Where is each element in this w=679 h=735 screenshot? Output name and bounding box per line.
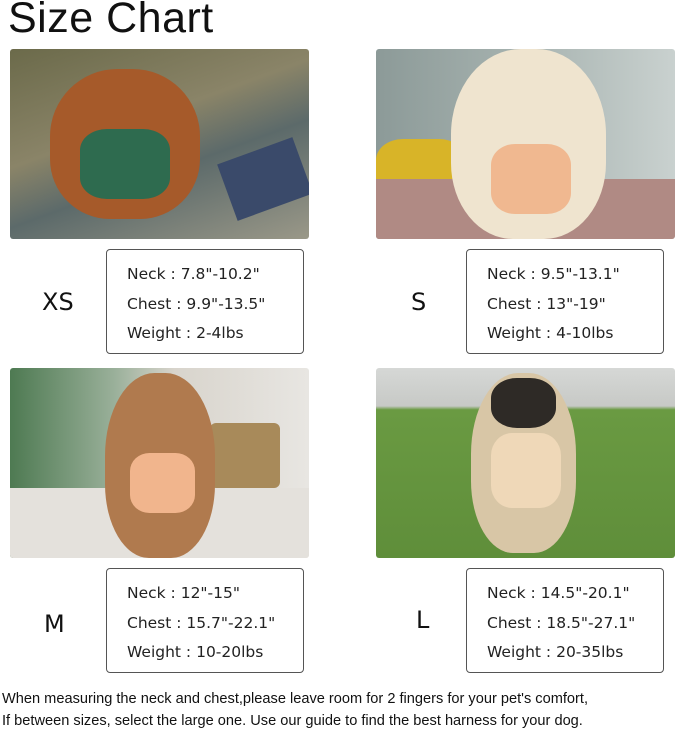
chest-value: Chest : 15.7"-22.1" xyxy=(127,613,276,632)
size-box-s: Neck : 9.5"-13.1" Chest : 13"-19" Weight… xyxy=(466,249,664,354)
weight-value: Weight : 4-10lbs xyxy=(487,324,614,342)
size-box-l: Neck : 14.5"-20.1" Chest : 18.5"-27.1" W… xyxy=(466,568,664,673)
size-box-xs: Neck : 7.8"-10.2" Chest : 9.9"-13.5" Wei… xyxy=(106,249,304,354)
chest-value: Chest : 9.9"-13.5" xyxy=(127,294,266,313)
neck-value: Neck : 14.5"-20.1" xyxy=(487,584,630,602)
size-box-m: Neck : 12"-15" Chest : 15.7"-22.1" Weigh… xyxy=(106,568,304,673)
photo-dachshund xyxy=(10,49,309,239)
photo-pomeranian xyxy=(376,49,675,239)
measuring-note: When measuring the neck and chest,please… xyxy=(2,691,589,707)
sizing-note: If between sizes, select the large one. … xyxy=(2,713,583,729)
size-label-l: L xyxy=(416,606,430,634)
size-label-s: S xyxy=(411,288,427,316)
neck-value: Neck : 7.8"-10.2" xyxy=(127,265,260,283)
size-label-m: M xyxy=(44,610,65,638)
weight-value: Weight : 10-20lbs xyxy=(127,643,264,661)
chest-value: Chest : 18.5"-27.1" xyxy=(487,613,636,632)
neck-value: Neck : 12"-15" xyxy=(127,584,241,602)
neck-value: Neck : 9.5"-13.1" xyxy=(487,265,620,283)
size-label-xs: XS xyxy=(42,288,74,316)
photo-poodle xyxy=(10,368,309,558)
page-title: Size Chart xyxy=(8,0,214,42)
weight-value: Weight : 2-4lbs xyxy=(127,324,244,342)
weight-value: Weight : 20-35lbs xyxy=(487,643,624,661)
chest-value: Chest : 13"-19" xyxy=(487,294,606,313)
photo-pug xyxy=(376,368,675,558)
